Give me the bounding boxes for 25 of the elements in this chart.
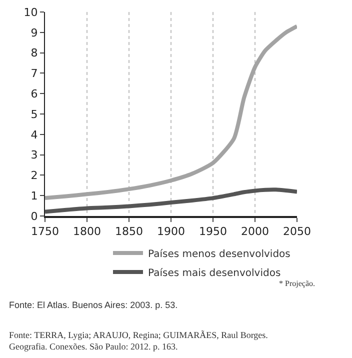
y-tick-label: 3 — [30, 148, 38, 162]
line-series — [45, 24, 297, 200]
y-tick-label: 9 — [30, 26, 38, 40]
y-tick-label: 4 — [30, 128, 38, 142]
line-series — [45, 188, 297, 214]
x-tick-label: 2000 — [241, 225, 269, 238]
x-tick-label: 1950 — [199, 225, 227, 238]
x-tick-label: 1750 — [31, 225, 59, 238]
y-tick-label: 1 — [30, 189, 38, 202]
y-tick-label: 8 — [30, 46, 38, 60]
x-tick-label: 1800 — [73, 225, 101, 238]
x-tick-label: 1850 — [115, 225, 143, 238]
y-tick-label: 0 — [30, 210, 38, 223]
x-tick-label: 1900 — [157, 225, 185, 238]
y-tick-label: 10 — [24, 6, 38, 19]
y-tick-label: 5 — [30, 108, 38, 121]
legend-label: Países menos desenvolvidos — [148, 248, 290, 260]
x-tick-label: 2050 — [283, 225, 311, 238]
y-tick-label: 7 — [30, 67, 38, 80]
y-tick-label: 2 — [30, 169, 38, 182]
text: * Projeção. — [279, 279, 315, 288]
source-note: Fonte: El Atlas. Buenos Aires: 2003. p. 53. — [9, 300, 178, 310]
source-note: Fonte: TERRA, Lygia; ARAUJO, Regina; GUIMARÃES, Raul Borges. Geografia. Conexões. São Paulo: 2012. p. 163. — [9, 330, 268, 352]
legend-label: Países mais desenvolvidos — [148, 268, 281, 279]
y-tick-label: 6 — [30, 87, 38, 100]
